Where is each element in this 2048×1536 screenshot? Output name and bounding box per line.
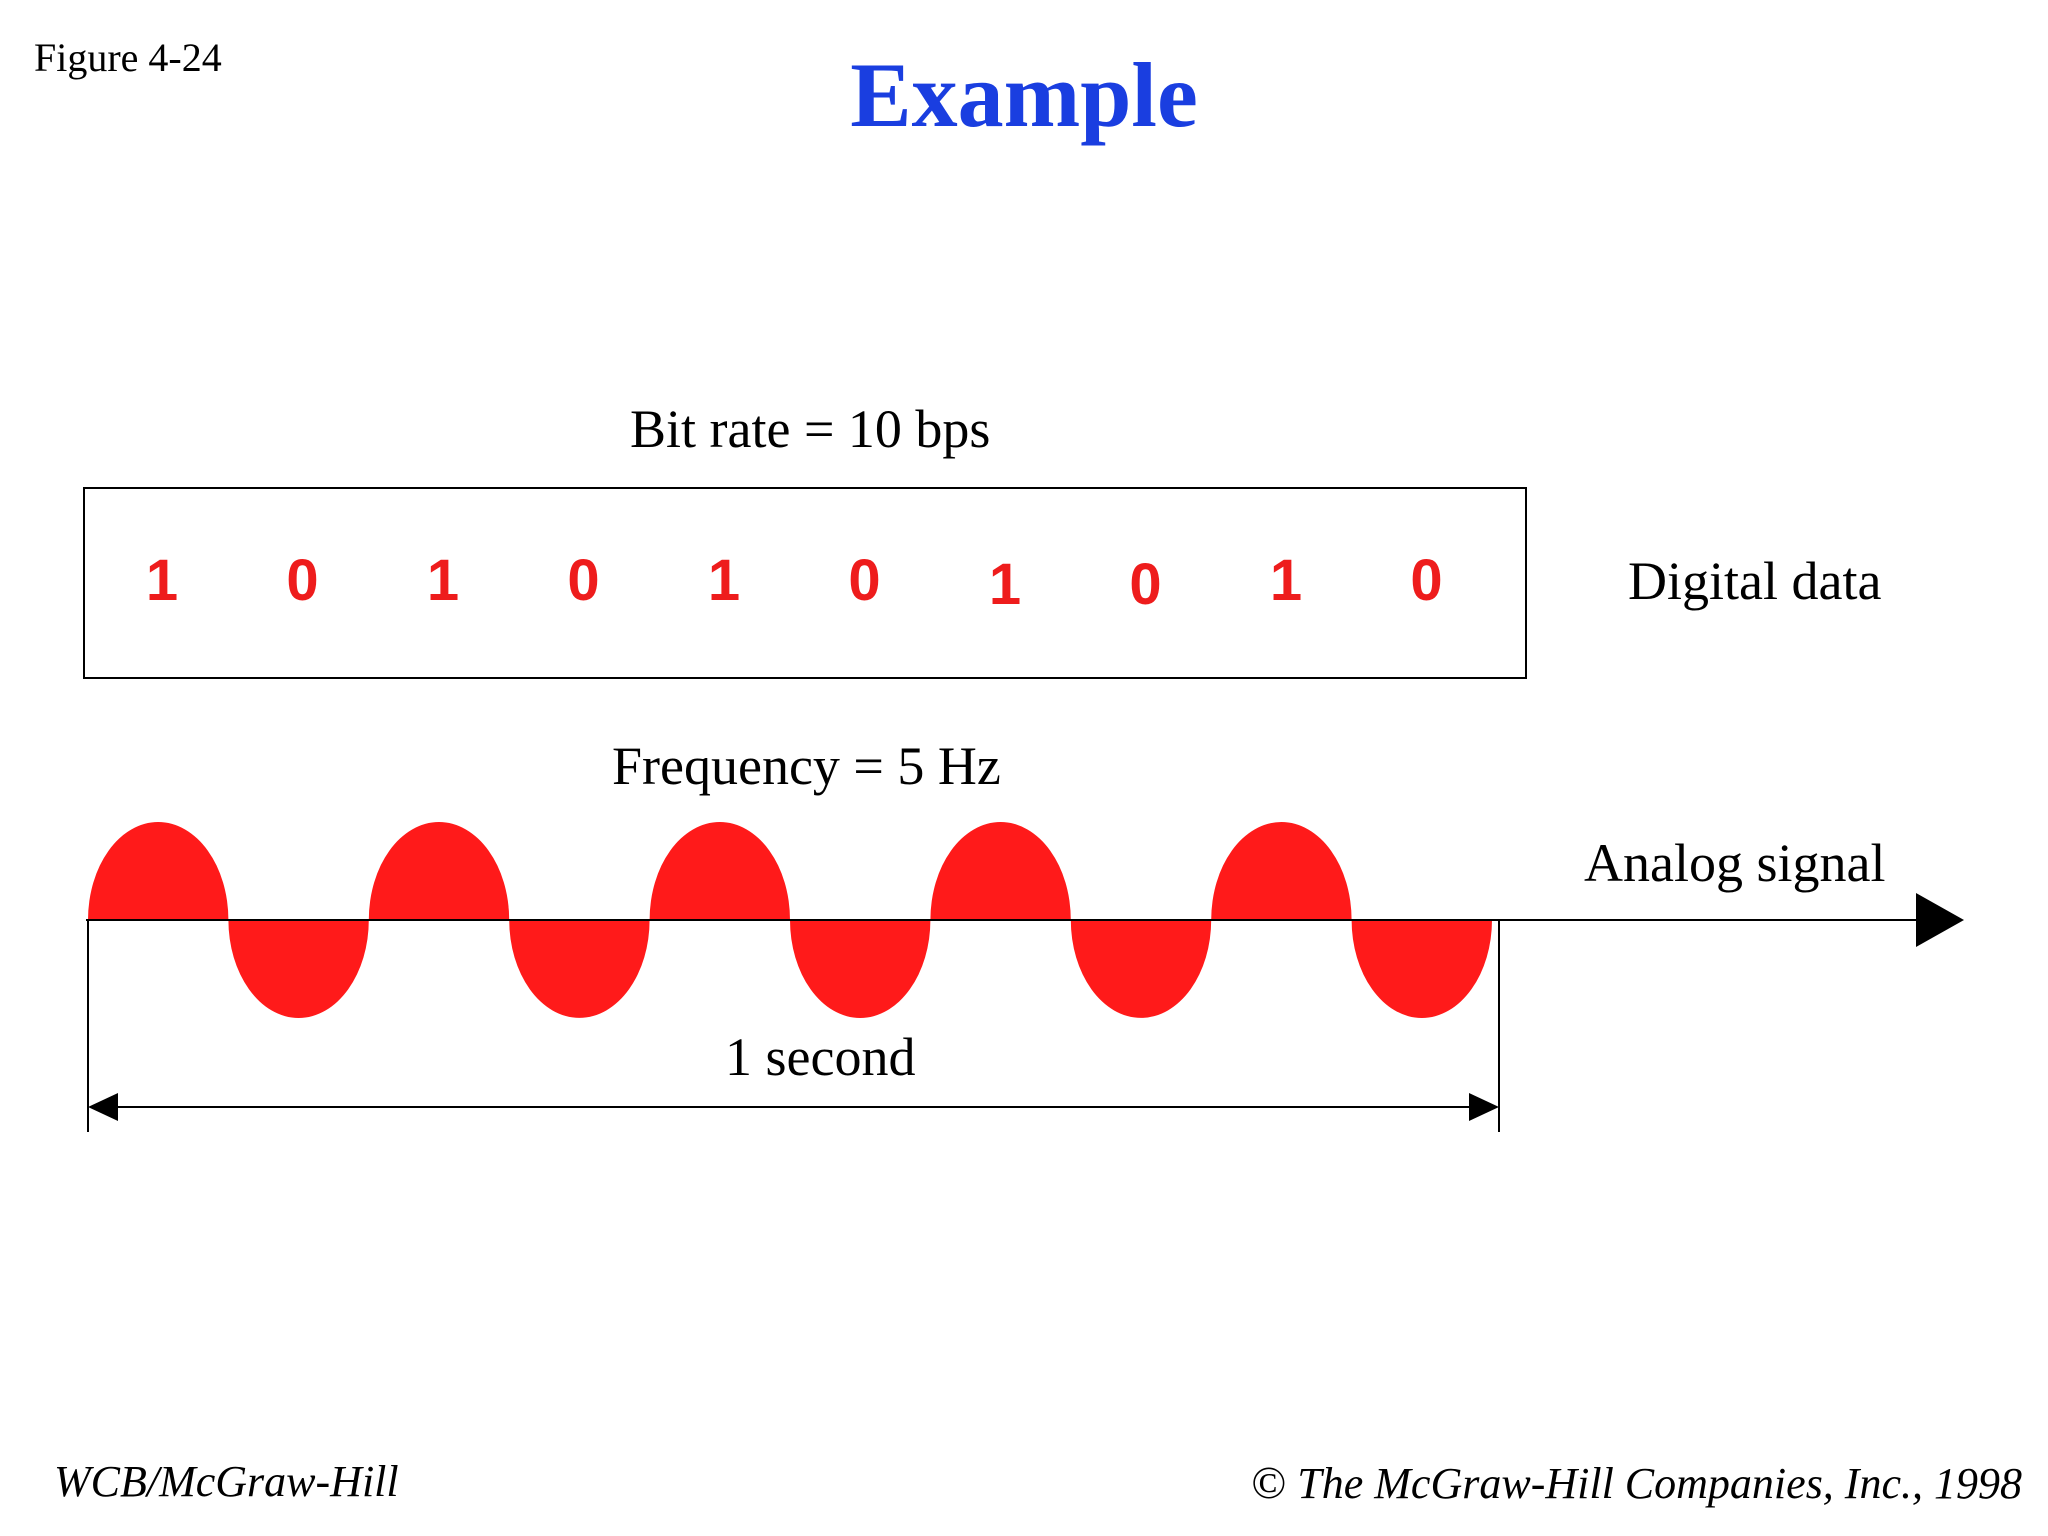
duration-right-arrowhead (1469, 1093, 1499, 1121)
frequency-label: Frequency = 5 Hz (612, 736, 1001, 796)
bit-rate-label: Bit rate = 10 bps (630, 399, 991, 459)
time-axis-arrowhead (1916, 893, 1964, 947)
bit-8: 1 (1270, 548, 1302, 613)
bit-1: 0 (286, 548, 318, 613)
bit-7: 0 (1129, 552, 1161, 617)
bit-6: 1 (989, 552, 1021, 617)
duration-label: 1 second (725, 1027, 916, 1087)
footer-publisher: WCB/McGraw-Hill (54, 1457, 399, 1506)
slide-title: Example (850, 44, 1198, 146)
bit-0: 1 (146, 548, 178, 613)
bit-3: 0 (567, 548, 599, 613)
bit-2: 1 (427, 548, 459, 613)
bit-4: 1 (708, 548, 740, 613)
bit-5: 0 (848, 548, 880, 613)
copyright-symbol: © (1251, 1457, 1287, 1508)
digital-data-label: Digital data (1628, 551, 1882, 611)
footer-copyright: © The McGraw-Hill Companies, Inc., 1998 (1251, 1456, 2022, 1509)
bit-9: 0 (1410, 548, 1442, 613)
figure-label: Figure 4-24 (34, 35, 222, 80)
digital-data-box (83, 487, 1527, 679)
duration-left-arrowhead (88, 1093, 118, 1121)
bits-group: 1 0 1 0 1 0 1 0 1 0 (146, 548, 1443, 617)
footer-copyright-text: The McGraw-Hill Companies, Inc., 1998 (1297, 1459, 2022, 1508)
analog-signal-label: Analog signal (1584, 833, 1886, 893)
